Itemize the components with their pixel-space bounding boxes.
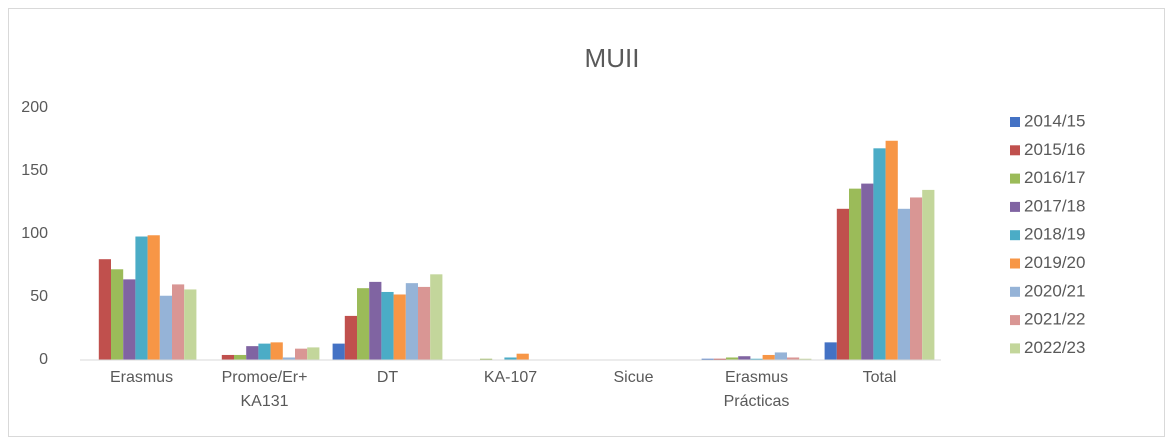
legend-label: 2016/17 [1024, 168, 1085, 187]
legend-swatch [1010, 117, 1020, 127]
bar [405, 283, 418, 360]
bar [282, 357, 295, 360]
x-tick-label: DT [376, 369, 399, 386]
bar [799, 358, 812, 360]
x-tick-label: Erasmus Prácticas [723, 369, 790, 410]
legend-swatch [1010, 315, 1020, 326]
bar [221, 354, 234, 360]
legend-swatch [1010, 258, 1020, 269]
bar [480, 358, 493, 360]
chart-border [8, 8, 1165, 437]
bar [861, 183, 874, 360]
bar [922, 189, 935, 360]
y-tick-label: 150 [21, 162, 48, 179]
bar [418, 286, 431, 360]
bar [750, 358, 763, 360]
y-tick-label: 200 [21, 99, 48, 116]
legend-swatch [1010, 201, 1020, 212]
bar [762, 354, 775, 360]
bar [184, 289, 197, 360]
x-tick-label: Total [862, 369, 897, 386]
legend-swatch [1010, 343, 1020, 354]
bar [332, 343, 345, 360]
bar [159, 295, 172, 360]
legend-swatch [1010, 230, 1020, 241]
x-tick-label: Erasmus [109, 369, 174, 386]
bar [344, 315, 357, 360]
bar [135, 236, 148, 360]
bar [504, 357, 517, 360]
legend-swatch [1010, 145, 1020, 156]
legend-swatch [1010, 286, 1020, 297]
bar [111, 269, 124, 360]
bar [357, 288, 370, 360]
bar [897, 208, 910, 360]
legend-label: 2022/23 [1024, 338, 1085, 357]
x-tick-label: Sicue [613, 369, 654, 386]
bar [849, 188, 862, 360]
bar [246, 346, 259, 360]
bar [393, 294, 406, 360]
bar [234, 354, 247, 360]
bar [910, 197, 923, 360]
x-tick-label: KA-107 [483, 369, 538, 386]
legend-label: 2021/22 [1024, 310, 1085, 329]
bar [885, 140, 898, 360]
legend-swatch [1010, 173, 1020, 184]
bar [824, 342, 837, 360]
bar [873, 148, 886, 360]
bar [270, 342, 283, 360]
bar [430, 274, 443, 360]
x-tick-label: Promoe/Er+ KA131 [221, 369, 308, 410]
bar [98, 259, 111, 360]
bar [258, 343, 271, 360]
chart-title: MUII [585, 43, 640, 73]
legend-label: 2017/18 [1024, 196, 1085, 215]
bar [147, 235, 160, 360]
legend-label: 2014/15 [1024, 111, 1085, 130]
bar [369, 281, 382, 360]
bar [738, 356, 751, 360]
bar [295, 348, 308, 360]
bar [123, 279, 136, 360]
bar [713, 358, 726, 360]
bar [516, 353, 529, 360]
bar [787, 357, 800, 360]
legend-label: 2015/16 [1024, 140, 1085, 159]
bar [172, 284, 185, 360]
y-tick-label: 50 [30, 288, 48, 305]
bar [774, 352, 787, 360]
bar [381, 291, 394, 360]
bar [836, 208, 849, 360]
bar [701, 358, 714, 360]
bar [726, 357, 739, 360]
bar [307, 347, 320, 360]
y-tick-label: 100 [21, 225, 48, 242]
legend-label: 2020/21 [1024, 281, 1085, 300]
legend-label: 2019/20 [1024, 253, 1085, 272]
y-tick-label: 0 [39, 351, 48, 368]
legend-label: 2018/19 [1024, 225, 1085, 244]
